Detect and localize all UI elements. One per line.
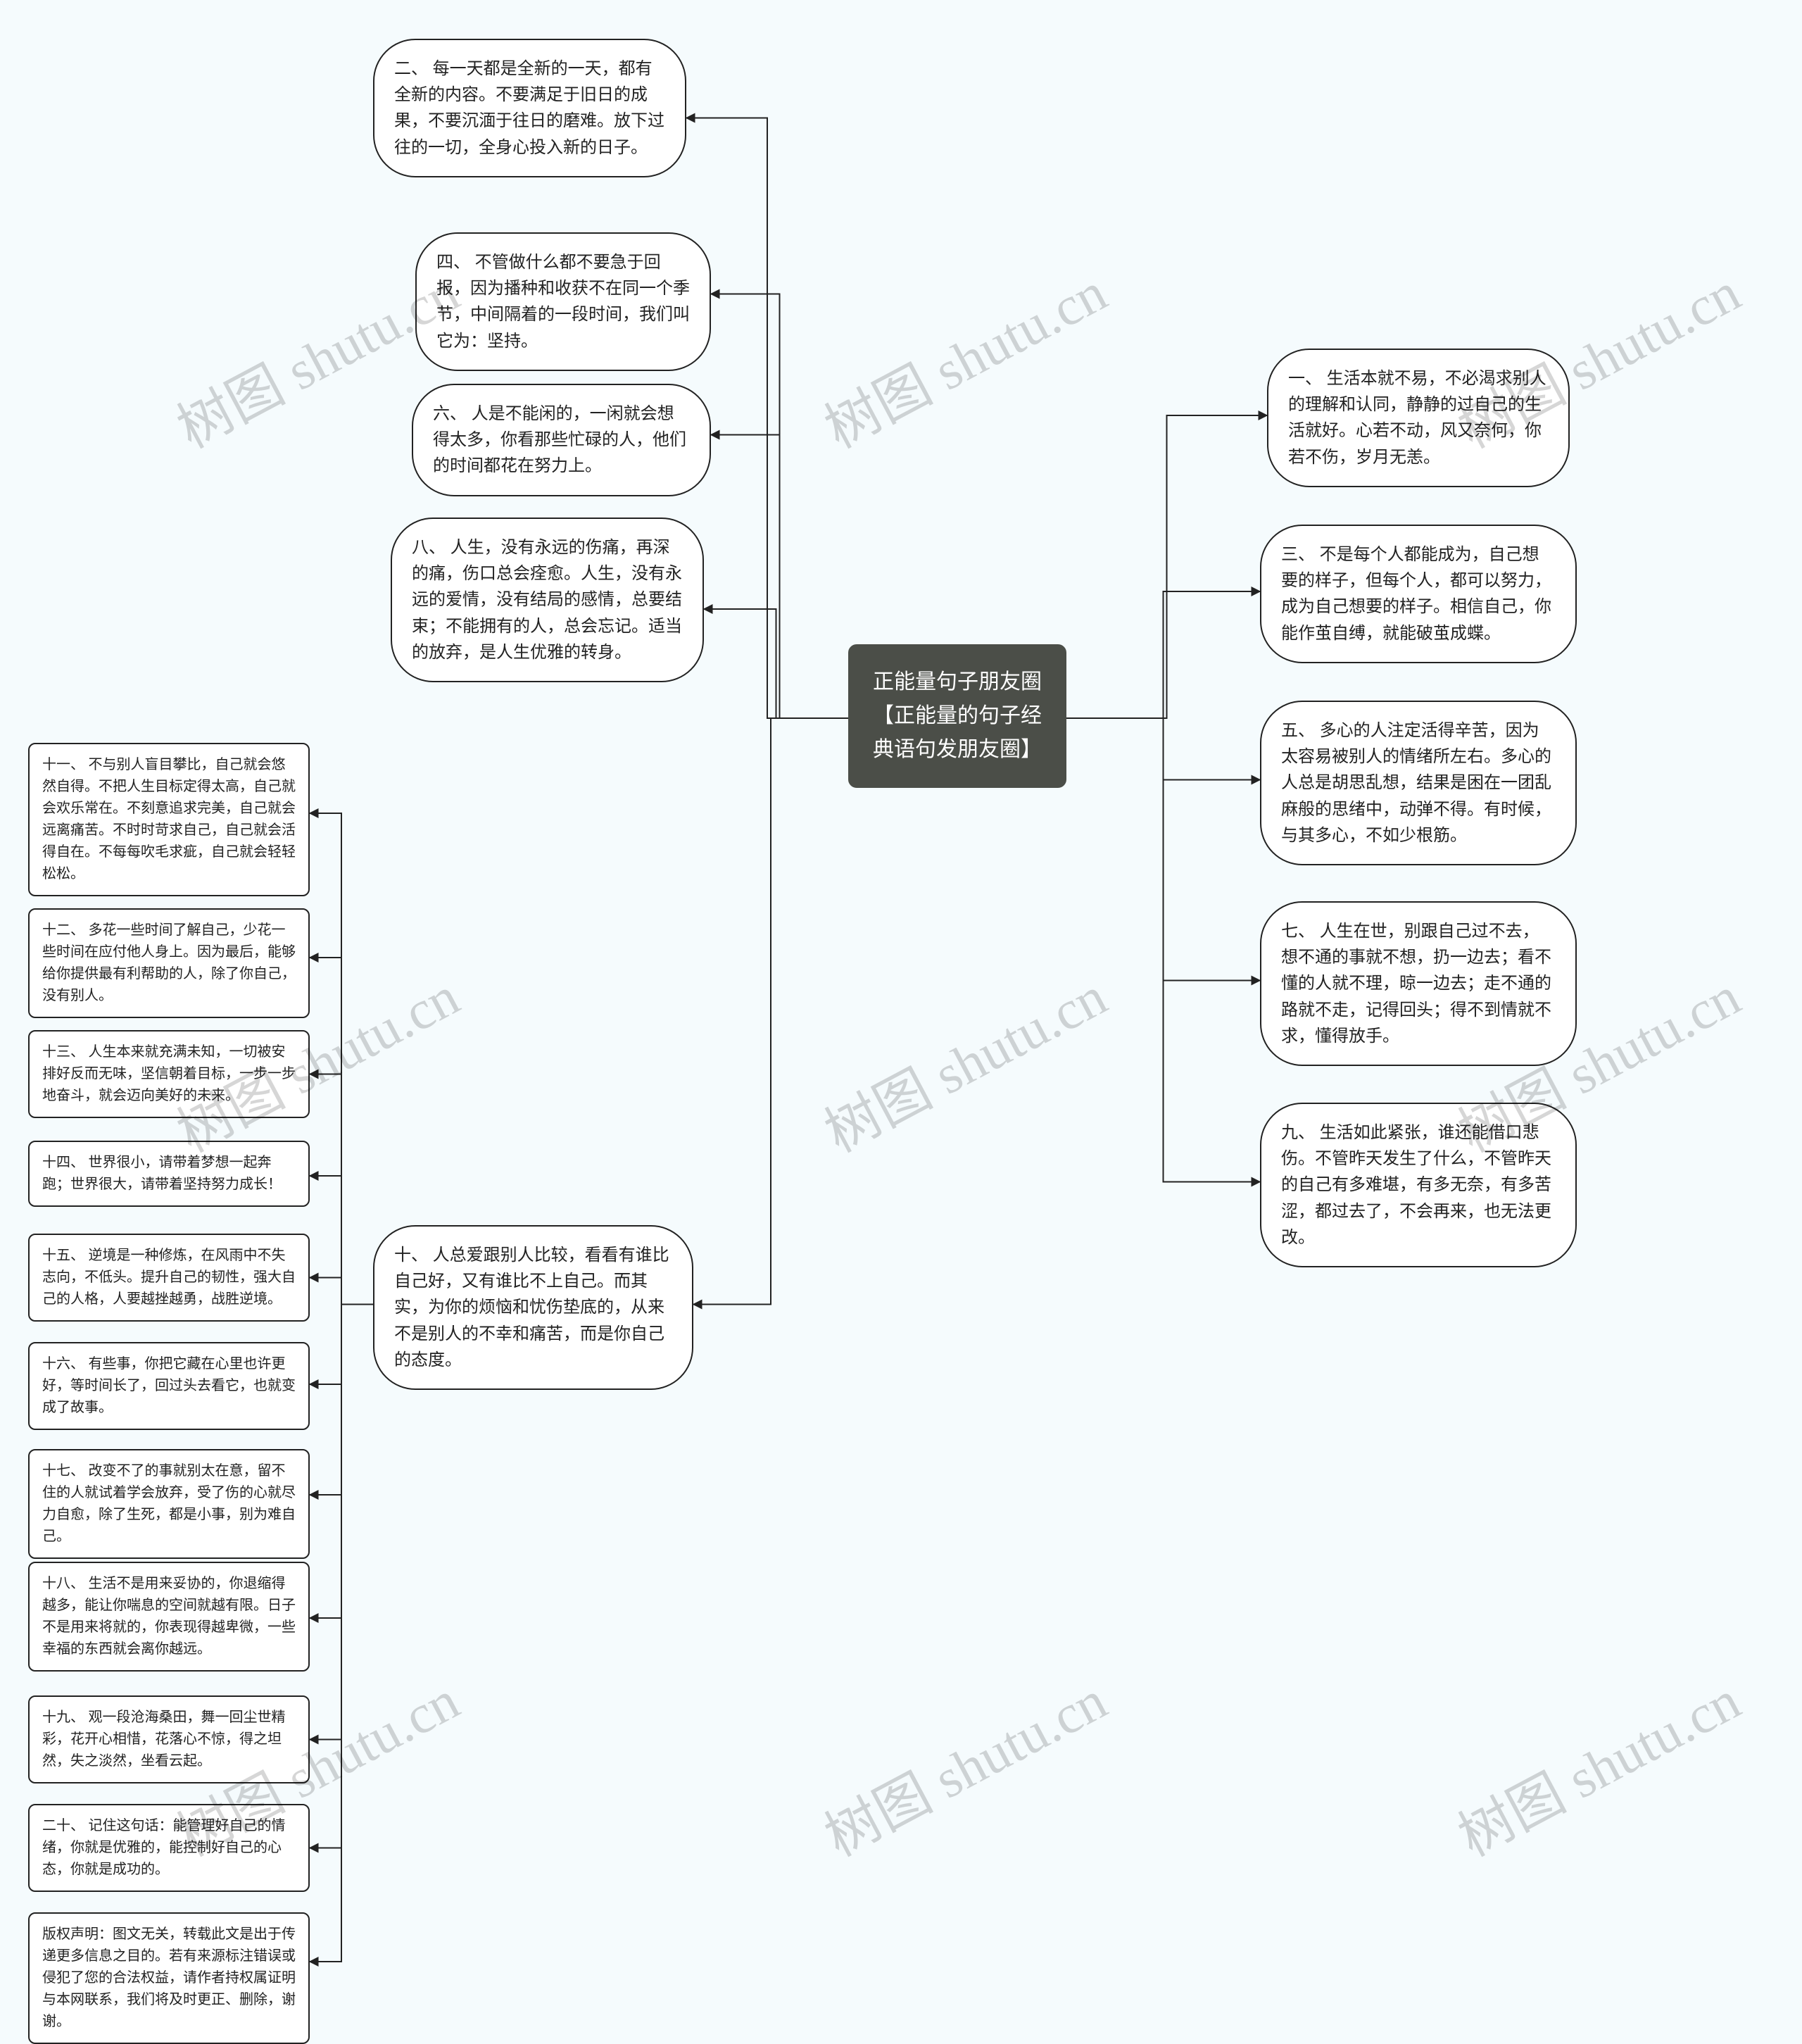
node-l8: 八、 人生，没有永远的伤痛，再深的痛，伤口总会痊愈。人生，没有永远的爱情，没有结… (391, 518, 704, 682)
edge-root-l2 (686, 118, 848, 719)
edge-l10-s11 (310, 813, 373, 1305)
watermark: 树图 shutu.cn (809, 953, 1118, 1167)
node-r1: 一、 生活本就不易，不必渴求别人的理解和认同，静静的过自己的生活就好。心若不动，… (1267, 349, 1570, 487)
node-s20: 二十、 记住这句话：能管理好自己的情绪，你就是优雅的，能控制好自己的心态，你就是… (28, 1804, 310, 1892)
edge-l10-s12 (310, 958, 373, 1305)
node-l10: 十、 人总爱跟别人比较，看看有谁比自己好，又有谁比不上自己。而其实，为你的烦恼和… (373, 1225, 693, 1390)
node-s14: 十四、 世界很小，请带着梦想一起奔跑；世界很大，请带着坚持努力成长！ (28, 1141, 310, 1207)
edge-l10-s16 (310, 1305, 373, 1385)
node-s16: 十六、 有些事，你把它藏在心里也许更好，等时间长了，回过头去看它，也就变成了故事… (28, 1342, 310, 1430)
edge-root-l4 (711, 294, 848, 719)
node-l6: 六、 人是不能闲的，一闲就会想得太多，你看那些忙碌的人，他们的时间都花在努力上。 (412, 384, 711, 496)
node-s13: 十三、 人生本来就充满未知，一切被安排好反而无味，坚信朝着目标，一步一步地奋斗，… (28, 1030, 310, 1118)
node-s19: 十九、 观一段沧海桑田，舞一回尘世精彩，花开心相惜，花落心不惊，得之坦然，失之淡… (28, 1695, 310, 1783)
node-r7: 七、 人生在世，别跟自己过不去，想不通的事就不想，扔一边去；看不懂的人就不理，晾… (1260, 901, 1577, 1066)
node-s17: 十七、 改变不了的事就别太在意，留不住的人就试着学会放弃，受了伤的心就尽力自愈，… (28, 1449, 310, 1559)
edge-root-l10 (693, 718, 848, 1305)
node-s11: 十一、 不与别人盲目攀比，自己就会悠然自得。不把人生目标定得太高，自己就会欢乐常… (28, 743, 310, 896)
node-s18: 十八、 生活不是用来妥协的，你退缩得越多，能让你喘息的空间就越有限。日子不是用来… (28, 1562, 310, 1672)
edge-l10-s15 (310, 1278, 373, 1305)
edge-l10-s17 (310, 1305, 373, 1496)
edge-l10-s13 (310, 1074, 373, 1305)
node-s15: 十五、 逆境是一种修炼，在风雨中不失志向，不低头。提升自己的韧性，强大自己的人格… (28, 1234, 310, 1322)
edge-root-r9 (1066, 718, 1260, 1182)
edge-l10-s19 (310, 1305, 373, 1740)
node-root: 正能量句子朋友圈【正能量的句子经典语句发朋友圈】 (848, 644, 1066, 788)
edge-l10-s20 (310, 1305, 373, 1848)
node-r3: 三、 不是每个人都能成为，自己想要的样子，但每个人，都可以努力，成为自己想要的样… (1260, 525, 1577, 663)
edge-root-r7 (1066, 718, 1260, 981)
node-l4: 四、 不管做什么都不要急于回报，因为播种和收获不在同一个季节，中间隔着的一段时间… (415, 232, 711, 371)
edge-root-l8 (704, 609, 848, 718)
edge-root-l6 (711, 435, 848, 719)
watermark: 树图 shutu.cn (809, 1657, 1118, 1871)
node-r9: 九、 生活如此紧张，谁还能借口悲伤。不管昨天发生了什么，不管昨天的自己有多难堪，… (1260, 1103, 1577, 1267)
edge-l10-scw (310, 1305, 373, 1962)
node-r5: 五、 多心的人注定活得辛苦，因为太容易被别人的情绪所左右。多心的人总是胡思乱想，… (1260, 701, 1577, 865)
edge-root-r5 (1066, 718, 1260, 780)
watermark: 树图 shutu.cn (809, 249, 1118, 463)
edge-root-r1 (1066, 415, 1267, 718)
edge-root-r3 (1066, 591, 1260, 718)
watermark: 树图 shutu.cn (1442, 1657, 1751, 1871)
node-s12: 十二、 多花一些时间了解自己，少花一些时间在应付他人身上。因为最后，能够给你提供… (28, 908, 310, 1018)
edge-l10-s14 (310, 1176, 373, 1305)
node-scw: 版权声明：图文无关，转载此文是出于传递更多信息之目的。若有来源标注错误或侵犯了您… (28, 1912, 310, 2044)
edge-l10-s18 (310, 1305, 373, 1619)
node-l2: 二、 每一天都是全新的一天，都有全新的内容。不要满足于旧日的成果，不要沉湎于往日… (373, 39, 686, 177)
